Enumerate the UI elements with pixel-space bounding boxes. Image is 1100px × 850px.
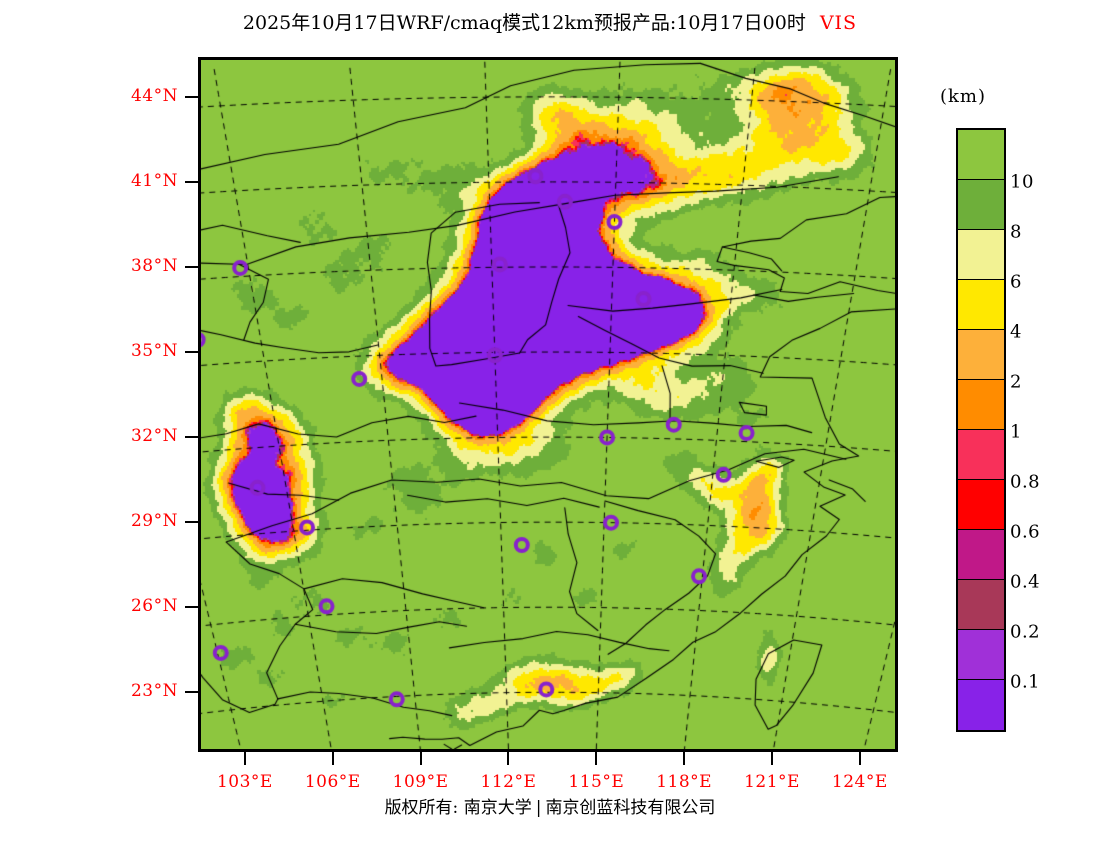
colorbar-tick-label: 2 <box>1010 371 1022 393</box>
x-axis-label: 124°E <box>831 772 888 792</box>
x-axis-tick <box>683 752 686 765</box>
colorbar-tick-label: 10 <box>1010 171 1034 193</box>
colorbar-tick-label: 0.2 <box>1010 621 1041 643</box>
x-axis-label: 118°E <box>656 772 713 792</box>
colorbar-band <box>958 630 1004 680</box>
colorbar-band <box>958 580 1004 630</box>
y-axis-tick <box>185 265 198 268</box>
colorbar-band <box>958 130 1004 180</box>
footer-left-text: 版权所有: 南京大学 <box>384 798 532 818</box>
x-axis-tick <box>771 752 773 765</box>
colorbar-band <box>958 280 1004 330</box>
y-axis-tick <box>185 521 198 524</box>
colorbar-tick-label: 0.8 <box>1010 471 1041 493</box>
colorbar-band <box>958 330 1004 380</box>
footer-right-text: 南京创蓝科技有限公司 <box>545 798 716 818</box>
title-variable-text: VIS <box>819 12 858 34</box>
y-axis-tick <box>185 436 198 439</box>
y-axis-label: 32°N <box>130 426 178 447</box>
footer-separator: | <box>535 798 542 818</box>
y-axis-label: 38°N <box>130 255 178 276</box>
colorbar-band <box>958 530 1004 580</box>
colorbar-band <box>958 230 1004 280</box>
colorbar-tick-label: 1 <box>1010 421 1022 443</box>
x-axis-label: 109°E <box>392 772 449 792</box>
x-axis-tick <box>858 752 861 765</box>
colorbar-tick-label: 8 <box>1010 221 1022 243</box>
y-axis-tick <box>185 691 198 694</box>
colorbar-band <box>958 680 1004 730</box>
colorbar-tick-label: 0.1 <box>1010 671 1041 693</box>
colorbar-tick-label: 4 <box>1010 321 1022 343</box>
x-axis-tick <box>595 752 598 765</box>
x-axis-tick <box>419 752 422 765</box>
x-axis-label: 103°E <box>216 772 273 792</box>
page-title: 2025年10月17日WRF/cmaq模式12km预报产品:10月17日00时 V… <box>0 8 1100 35</box>
colorbar[interactable] <box>956 128 1006 732</box>
colorbar-tick-label: 0.6 <box>1010 521 1041 543</box>
colorbar-tick-label: 0.4 <box>1010 571 1041 593</box>
x-axis-label: 115°E <box>568 772 625 792</box>
y-axis-label: 29°N <box>130 511 178 532</box>
colorbar-band <box>958 180 1004 230</box>
y-axis-label: 41°N <box>130 170 178 191</box>
y-axis-tick <box>185 351 198 354</box>
x-axis-label: 106°E <box>304 772 361 792</box>
copyright-footer: 版权所有: 南京大学 | 南京创蓝科技有限公司 <box>0 793 1100 818</box>
colorbar-unit-label: (km) <box>940 86 987 107</box>
x-axis-tick <box>507 752 510 765</box>
colorbar-tick-label: 6 <box>1010 271 1022 293</box>
visibility-field-canvas <box>201 60 895 749</box>
x-axis-label: 121°E <box>744 772 800 792</box>
map-plot-area[interactable] <box>198 57 898 752</box>
y-axis-label: 26°N <box>130 596 178 617</box>
y-axis-tick <box>185 95 198 98</box>
y-axis-label: 35°N <box>130 341 178 362</box>
y-axis-tick <box>185 606 198 609</box>
colorbar-band <box>958 430 1004 480</box>
y-axis-tick <box>185 180 198 183</box>
x-axis-tick <box>243 752 246 765</box>
x-axis-label: 112°E <box>480 772 537 792</box>
x-axis-tick <box>331 752 334 765</box>
title-main-text: 2025年10月17日WRF/cmaq模式12km预报产品:10月17日00时 <box>242 12 806 34</box>
colorbar-band <box>958 480 1004 530</box>
y-axis-label: 44°N <box>130 85 178 106</box>
colorbar-band <box>958 380 1004 430</box>
y-axis-label: 23°N <box>130 681 178 702</box>
